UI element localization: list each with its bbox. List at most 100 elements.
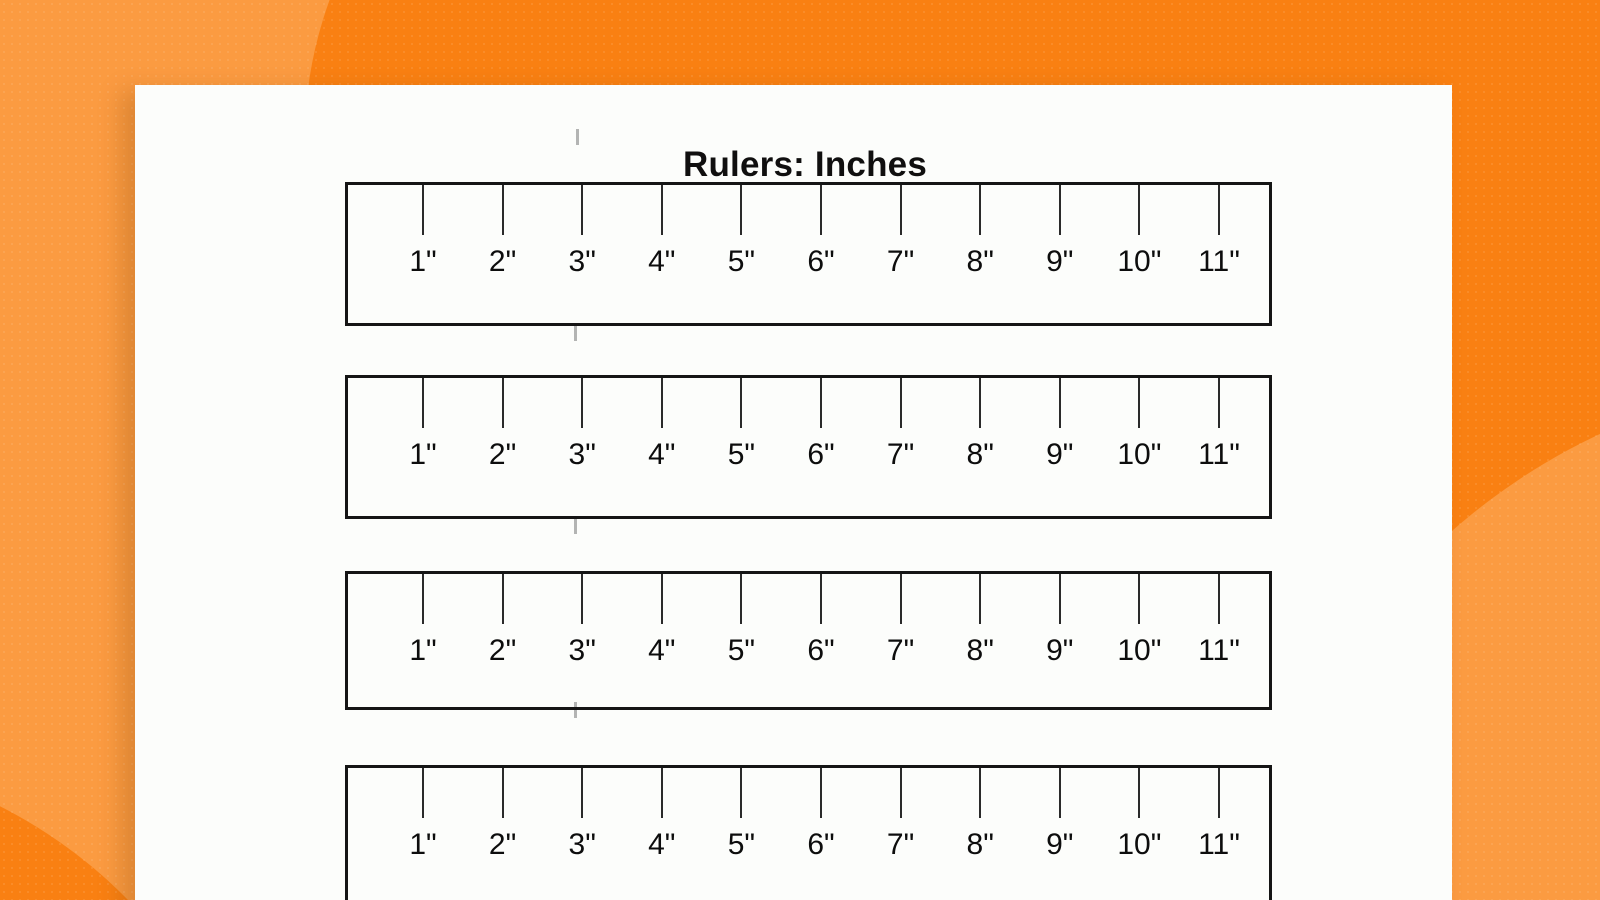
- ruler-tick-mark: [740, 768, 743, 818]
- ruler-tick-mark: [1138, 185, 1141, 235]
- ruler-tick-mark: [422, 574, 424, 624]
- ruler-3: 1" 2" 3" 4" 5" 6" 7" 8" 9" 10" 11": [345, 571, 1272, 710]
- ruler-label-11-inch: 11": [1198, 245, 1240, 278]
- ruler-tick-mark: [899, 185, 902, 235]
- ruler-tick-mark: [899, 768, 902, 818]
- ruler-tick-mark: [581, 768, 584, 818]
- ruler-label-3-inch: 3": [568, 438, 596, 471]
- ruler-label-5-inch: 5": [727, 828, 756, 861]
- ruler-label-1-inch: 1": [409, 438, 437, 471]
- ruler-tick-mark: [1058, 574, 1061, 624]
- ruler-label-6-inch: 6": [807, 634, 835, 667]
- ruler-label-9-inch: 9": [1046, 828, 1074, 861]
- ruler-tick-mark: [979, 768, 982, 818]
- ruler-label-7-inch: 7": [886, 634, 915, 667]
- ruler-tick-mark: [979, 574, 982, 624]
- ruler-2: 1" 2" 3" 4" 5" 6" 7" 8" 9" 10" 11": [345, 375, 1272, 519]
- ruler-tick-mark: [1218, 185, 1220, 235]
- ruler-1: 1" 2" 3" 4" 5" 6" 7" 8" 9" 10" 11": [345, 182, 1272, 326]
- ruler-1-scale: 1" 2" 3" 4" 5" 6" 7" 8" 9" 10" 11": [348, 185, 1269, 323]
- ruler-label-8-inch: 8": [966, 438, 994, 471]
- ruler-label-4-inch: 4": [648, 245, 676, 278]
- ruler-tick-mark: [899, 378, 902, 428]
- ruler-label-11-inch: 11": [1198, 634, 1240, 667]
- worksheet-page: Rulers: Inches 1" 2" 3" 4" 5" 6" 7" 8" 9" 10" 11" 1…: [135, 85, 1452, 900]
- ruler-tick-mark: [501, 768, 504, 818]
- ruler-label-10-inch: 10": [1117, 634, 1162, 667]
- ruler-label-5-inch: 5": [727, 634, 756, 667]
- ruler-tick-mark: [581, 378, 584, 428]
- ruler-label-6-inch: 6": [807, 438, 835, 471]
- ruler-4: 1" 2" 3" 4" 5" 6" 7" 8" 9" 10" 11": [345, 765, 1272, 900]
- ruler-tick-mark: [1138, 574, 1141, 624]
- ruler-tick-mark: [740, 574, 743, 624]
- ruler-label-3-inch: 3": [568, 245, 596, 278]
- ruler-tick-mark: [422, 768, 424, 818]
- ruler-label-2-inch: 2": [488, 245, 517, 278]
- crop-mark-icon: [574, 325, 577, 341]
- ruler-3-scale: 1" 2" 3" 4" 5" 6" 7" 8" 9" 10" 11": [348, 574, 1269, 707]
- ruler-label-5-inch: 5": [727, 438, 756, 471]
- ruler-tick-mark: [501, 185, 504, 235]
- ruler-tick-mark: [740, 378, 743, 428]
- ruler-label-3-inch: 3": [568, 634, 596, 667]
- ruler-label-10-inch: 10": [1117, 245, 1162, 278]
- ruler-tick-mark: [899, 574, 902, 624]
- ruler-label-8-inch: 8": [966, 245, 994, 278]
- ruler-label-1-inch: 1": [409, 245, 437, 278]
- ruler-2-scale: 1" 2" 3" 4" 5" 6" 7" 8" 9" 10" 11": [348, 378, 1269, 516]
- ruler-tick-mark: [501, 378, 504, 428]
- ruler-tick-mark: [1058, 768, 1061, 818]
- ruler-label-10-inch: 10": [1117, 438, 1162, 471]
- ruler-label-2-inch: 2": [488, 634, 517, 667]
- page-title: Rulers: Inches: [683, 145, 927, 184]
- ruler-label-7-inch: 7": [886, 438, 915, 471]
- ruler-tick-mark: [820, 574, 822, 624]
- ruler-tick-mark: [581, 574, 584, 624]
- ruler-label-7-inch: 7": [886, 245, 915, 278]
- crop-mark-icon: [574, 702, 577, 718]
- ruler-label-2-inch: 2": [488, 828, 517, 861]
- ruler-tick-mark: [820, 185, 822, 235]
- ruler-tick-mark: [979, 185, 982, 235]
- ruler-tick-mark: [1218, 378, 1220, 428]
- ruler-label-9-inch: 9": [1046, 438, 1074, 471]
- ruler-tick-mark: [1058, 185, 1061, 235]
- ruler-tick-mark: [422, 378, 424, 428]
- ruler-label-2-inch: 2": [488, 438, 517, 471]
- ruler-label-1-inch: 1": [409, 634, 437, 667]
- ruler-tick-mark: [820, 378, 822, 428]
- ruler-label-4-inch: 4": [648, 828, 676, 861]
- ruler-label-8-inch: 8": [966, 828, 994, 861]
- ruler-label-10-inch: 10": [1117, 828, 1162, 861]
- ruler-tick-mark: [1138, 378, 1141, 428]
- ruler-label-8-inch: 8": [966, 634, 994, 667]
- crop-mark-icon: [574, 518, 577, 534]
- ruler-tick-mark: [1058, 378, 1061, 428]
- ruler-label-9-inch: 9": [1046, 634, 1074, 667]
- ruler-tick-mark: [581, 185, 584, 235]
- ruler-tick-mark: [1218, 768, 1220, 818]
- ruler-tick-mark: [1218, 574, 1220, 624]
- ruler-label-9-inch: 9": [1046, 245, 1074, 278]
- ruler-label-4-inch: 4": [648, 438, 676, 471]
- ruler-label-5-inch: 5": [727, 245, 756, 278]
- ruler-label-3-inch: 3": [568, 828, 596, 861]
- ruler-label-1-inch: 1": [409, 828, 437, 861]
- ruler-tick-mark: [660, 378, 663, 428]
- ruler-label-6-inch: 6": [807, 828, 835, 861]
- ruler-label-6-inch: 6": [807, 245, 835, 278]
- ruler-tick-mark: [501, 574, 504, 624]
- ruler-tick-mark: [820, 768, 822, 818]
- ruler-tick-mark: [1138, 768, 1141, 818]
- crop-mark-icon: [576, 129, 579, 145]
- ruler-tick-mark: [660, 768, 663, 818]
- ruler-tick-mark: [660, 574, 663, 624]
- ruler-tick-mark: [660, 185, 663, 235]
- ruler-4-scale: 1" 2" 3" 4" 5" 6" 7" 8" 9" 10" 11": [348, 768, 1269, 900]
- ruler-tick-mark: [422, 185, 424, 235]
- ruler-tick-mark: [979, 378, 982, 428]
- ruler-label-11-inch: 11": [1198, 438, 1240, 471]
- ruler-label-4-inch: 4": [648, 634, 676, 667]
- ruler-label-11-inch: 11": [1198, 828, 1240, 861]
